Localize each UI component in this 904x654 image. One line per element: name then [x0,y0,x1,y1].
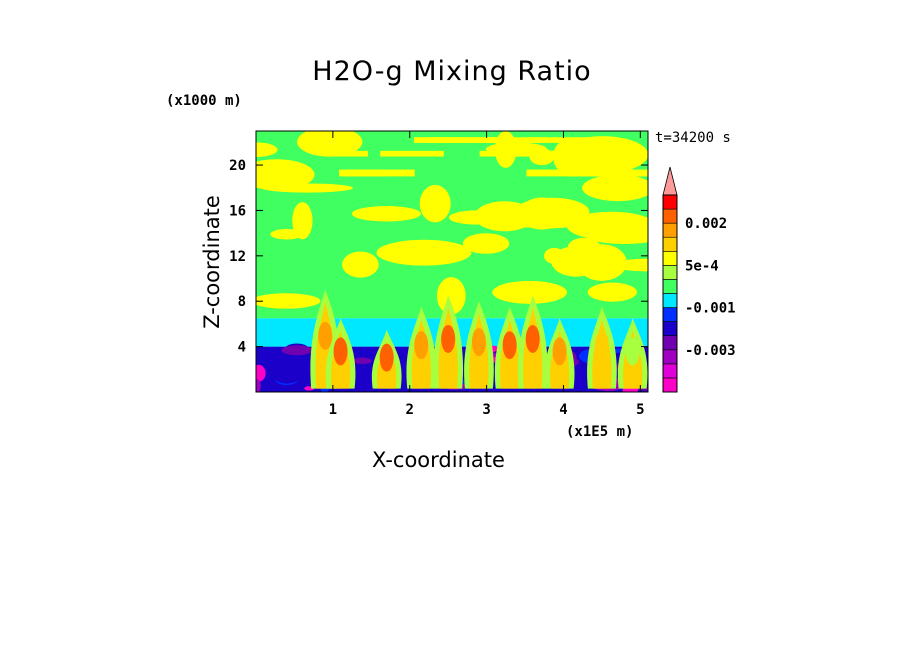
moisture-patch [462,233,510,254]
colorbar-segment [662,279,678,294]
moisture-patch [587,282,637,302]
plume-core [502,331,517,360]
colorbar-label: -0.001 [685,301,736,317]
upper-streak [413,137,446,143]
plume-core [552,337,567,366]
x-unit-label: (x1E5 m) [566,424,634,440]
boundary-patch [256,379,261,392]
colorbar-segment [662,265,678,280]
colorbar-frame [662,194,678,393]
colorbar-segment [662,335,678,351]
colorbar-segment [662,363,678,379]
upper-streak [569,169,629,177]
plume-2 [371,329,402,389]
moisture-patch [576,244,627,281]
colorbar-segment [662,307,678,322]
y-tick-label: 20 [229,158,246,174]
moisture-patch [582,174,648,202]
x-tick-label: 4 [559,402,567,418]
plume-core [414,331,429,360]
moisture-patch [419,184,451,223]
upper-streak [479,150,561,157]
plume-core [441,324,456,353]
plume-core [625,337,640,366]
plume-3 [406,306,437,389]
moisture-patch [390,243,440,266]
upper-streak [490,137,547,143]
upper-streak [528,137,615,143]
upper-streak [580,150,615,157]
colorbar-label: 5e-4 [685,258,719,274]
colorbar-segment [662,293,678,308]
x-axis-label: X-coordinate [372,448,505,472]
plume-core [594,331,609,360]
colorbar-extension [662,166,678,196]
moisture-patch [543,247,565,264]
moisture-patch [509,212,585,229]
y-tick-label: 8 [238,294,246,310]
moisture-patch [256,293,321,309]
upper-streak [326,150,369,157]
time-label: t=34200 s [655,130,731,146]
plume-5 [464,301,494,389]
colorbar-segment [662,377,678,393]
plume-core [379,343,394,372]
moisture-patch [342,251,379,278]
colorbar-segment [662,222,678,238]
moisture-patch [256,142,278,158]
plume-core [525,324,540,353]
chart-title: H2O-g Mixing Ratio [312,56,592,87]
colorbar-label: -0.003 [685,343,736,359]
plume-core [471,328,486,357]
x-tick-label: 1 [329,402,337,418]
plume-1 [325,318,356,389]
boundary-patch [256,364,266,382]
y-tick-label: 16 [229,203,246,219]
plot-frame [255,130,649,393]
moisture-patch [585,227,648,244]
upper-streak [338,169,388,177]
moisture-patch [261,183,353,193]
upper-streak [526,169,576,177]
plume-core [333,337,348,366]
boundary-patch [273,369,301,384]
boundary-patch [352,357,372,365]
moisture-patch [256,159,315,191]
y-tick-label: 4 [238,340,246,356]
x-tick-label: 3 [482,402,490,418]
colorbar-label: 0.002 [685,216,727,232]
colorbar-segment [662,321,678,337]
moisture-patch [494,131,517,168]
x-tick-label: 5 [636,402,644,418]
colorbar-segment [662,194,678,210]
colorbar-segment [662,349,678,365]
colorbar-segment [662,208,678,224]
colorbar-segment [662,236,678,252]
plume-8 [544,318,575,389]
plume-core [318,321,333,350]
moisture-patch [297,131,363,157]
plume-7 [517,295,548,389]
upper-streak [604,150,648,157]
upper-streak [454,137,511,143]
moisture-patch [436,277,466,315]
x-tick-label: 2 [406,402,414,418]
z-unit-label: (x1000 m) [166,93,242,109]
y-tick-label: 12 [229,249,246,265]
moisture-patch [292,202,313,240]
plume-4 [433,295,464,389]
plume-6 [494,306,525,389]
upper-streak [380,150,444,157]
plume-10 [617,318,648,389]
moisture-patch [492,280,567,304]
moisture-patch [351,206,421,222]
boundary-patch [281,345,313,356]
plume-9 [587,306,617,389]
colorbar-segment [662,250,678,266]
